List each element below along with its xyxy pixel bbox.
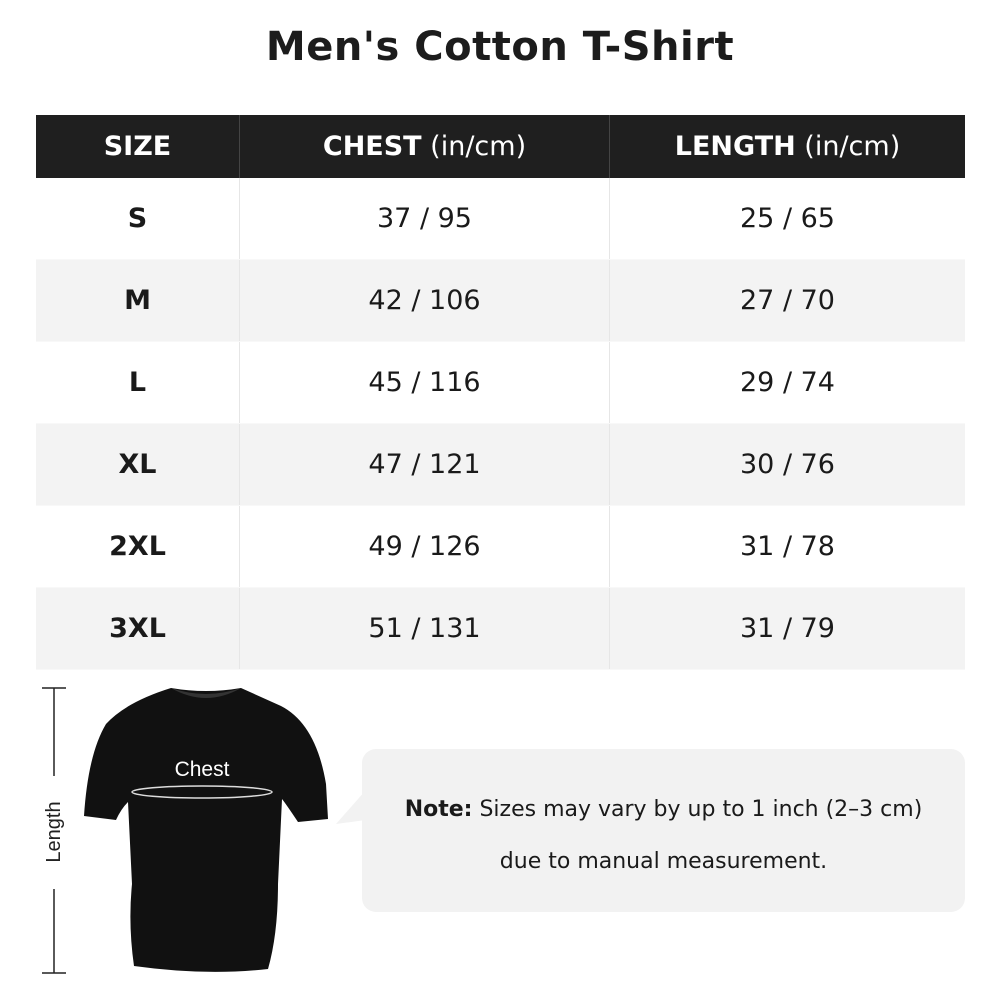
cell-chest: 42 / 106 xyxy=(239,259,610,342)
table-row: L 45 / 116 29 / 74 xyxy=(36,341,965,424)
note-box: Note: Sizes may vary by up to 1 inch (2–… xyxy=(362,749,965,912)
header-label: LENGTH xyxy=(674,131,796,162)
cell-size: XL xyxy=(36,423,240,506)
tshirt-diagram: Length Chest xyxy=(42,687,328,974)
cell-size: 2XL xyxy=(36,505,240,588)
cell-chest: 51 / 131 xyxy=(239,587,610,670)
table-header: SIZE CHEST (in/cm) LENGTH (in/cm) xyxy=(36,115,965,178)
header-unit: (in/cm) xyxy=(421,131,527,162)
note-line-2: due to manual measurement. xyxy=(499,849,828,874)
length-ruler xyxy=(42,687,66,974)
cell-length: 25 / 65 xyxy=(609,178,965,260)
table-row: S 37 / 95 25 / 65 xyxy=(36,178,965,260)
table-row: 2XL 49 / 126 31 / 78 xyxy=(36,505,965,588)
cell-size: L xyxy=(36,341,240,424)
header-chest: CHEST (in/cm) xyxy=(239,115,610,178)
cell-length: 31 / 78 xyxy=(609,505,965,588)
cell-chest: 37 / 95 xyxy=(239,178,610,260)
header-label: SIZE xyxy=(103,131,172,162)
cell-chest: 47 / 121 xyxy=(239,423,610,506)
chest-measure-icon xyxy=(131,785,273,799)
table-row: 3XL 51 / 131 31 / 79 xyxy=(36,587,965,670)
page-title: Men's Cotton T-Shirt xyxy=(265,24,735,70)
cell-size: S xyxy=(36,178,240,260)
length-label: Length xyxy=(43,801,65,862)
note-text: Sizes may vary by up to 1 inch (2–3 cm) xyxy=(472,797,923,822)
note-label: Note: xyxy=(404,797,473,822)
tshirt-icon xyxy=(84,688,328,972)
cell-size: 3XL xyxy=(36,587,240,670)
cell-size: M xyxy=(36,259,240,342)
header-length: LENGTH (in/cm) xyxy=(609,115,965,178)
cell-chest: 49 / 126 xyxy=(239,505,610,588)
table-row: M 42 / 106 27 / 70 xyxy=(36,259,965,342)
cell-length: 29 / 74 xyxy=(609,341,965,424)
table-row: XL 47 / 121 30 / 76 xyxy=(36,423,965,506)
note-line-1: Note: Sizes may vary by up to 1 inch (2–… xyxy=(362,797,965,822)
cell-chest: 45 / 116 xyxy=(239,341,610,424)
header-label: CHEST xyxy=(322,131,422,162)
cell-length: 31 / 79 xyxy=(609,587,965,670)
header-size: SIZE xyxy=(36,115,240,178)
chest-label: Chest xyxy=(175,758,230,781)
cell-length: 30 / 76 xyxy=(609,423,965,506)
size-table: SIZE CHEST (in/cm) LENGTH (in/cm) S 37 / … xyxy=(36,115,965,670)
cell-length: 27 / 70 xyxy=(609,259,965,342)
header-unit: (in/cm) xyxy=(795,131,901,162)
note-pointer xyxy=(336,790,366,824)
